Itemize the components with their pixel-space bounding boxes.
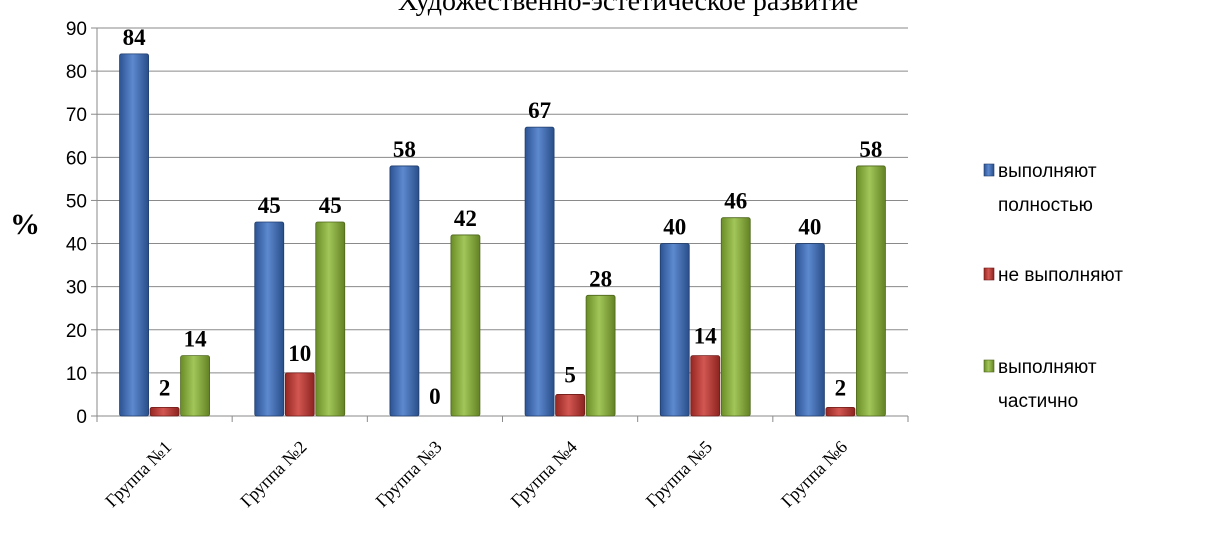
data-label: 40 <box>798 215 821 240</box>
data-label: 2 <box>835 375 847 400</box>
y-tick-label: 40 <box>66 235 87 256</box>
data-label: 58 <box>859 137 882 162</box>
bar <box>524 126 555 417</box>
bar <box>690 355 721 417</box>
data-label: 14 <box>184 327 208 352</box>
data-label: 10 <box>288 341 311 366</box>
data-label: 58 <box>393 137 416 162</box>
data-label: 40 <box>663 215 686 240</box>
data-label: 2 <box>159 375 171 400</box>
category-label: Группа №4 <box>507 437 581 511</box>
bar <box>720 217 751 417</box>
chart-title: Художественно-эстетическое развитие <box>398 0 858 17</box>
bars <box>119 53 886 417</box>
category-label: Группа №2 <box>236 437 310 511</box>
data-label: 45 <box>258 193 281 218</box>
bar <box>659 243 690 417</box>
bar <box>555 394 585 417</box>
y-tick-label: 0 <box>76 407 87 428</box>
data-label: 84 <box>123 25 147 50</box>
y-tick-label: 10 <box>66 364 87 385</box>
legend-swatch <box>983 267 995 281</box>
bar <box>254 221 285 417</box>
legend-swatch <box>983 359 995 373</box>
bar <box>119 53 149 417</box>
y-tick-label: 20 <box>66 321 87 342</box>
bar <box>180 355 210 417</box>
y-axis-label: % <box>10 208 40 241</box>
data-label: 0 <box>429 384 441 409</box>
data-label: 14 <box>694 324 718 349</box>
data-label: 5 <box>564 362 576 387</box>
legend-swatch <box>983 163 995 177</box>
data-labels: 84 2 14 45 10 45 58 0 42 67 5 28 40 14 46 40 2 58 <box>123 25 883 409</box>
gridlines <box>97 27 908 374</box>
y-tick-label: 50 <box>66 191 87 212</box>
data-label: 67 <box>528 98 551 123</box>
bar <box>856 165 886 417</box>
category-labels: Группа №1 Группа №2 Группа №3 Группа №4 Груп… <box>101 437 851 511</box>
bar <box>585 294 616 417</box>
legend-entry: выполняют частично <box>998 357 1097 412</box>
bar <box>149 406 180 417</box>
bar <box>450 234 481 417</box>
legend-entry: выполняют полностью <box>998 161 1097 216</box>
category-label: Группа №1 <box>101 437 175 511</box>
y-tick-label: 70 <box>66 105 87 126</box>
data-label: 28 <box>589 266 612 291</box>
data-label: 45 <box>319 193 342 218</box>
category-label: Группа №5 <box>642 437 716 511</box>
bar <box>795 243 825 417</box>
bar <box>315 221 346 417</box>
category-label: Группа №6 <box>777 437 851 511</box>
data-label: 42 <box>454 206 477 231</box>
y-tick-label: 30 <box>66 278 87 299</box>
legend: выполняют полностью не выполняют выполняют ч… <box>983 161 1123 412</box>
bar <box>825 406 856 417</box>
y-tick-label: 80 <box>66 62 87 83</box>
data-label: 46 <box>724 189 747 214</box>
bar <box>389 165 420 417</box>
y-tick-label: 60 <box>66 148 87 169</box>
bar <box>284 372 315 417</box>
y-tick-label: 90 <box>66 19 87 40</box>
legend-entry: не выполняют <box>998 265 1123 286</box>
category-label: Группа №3 <box>372 437 446 511</box>
